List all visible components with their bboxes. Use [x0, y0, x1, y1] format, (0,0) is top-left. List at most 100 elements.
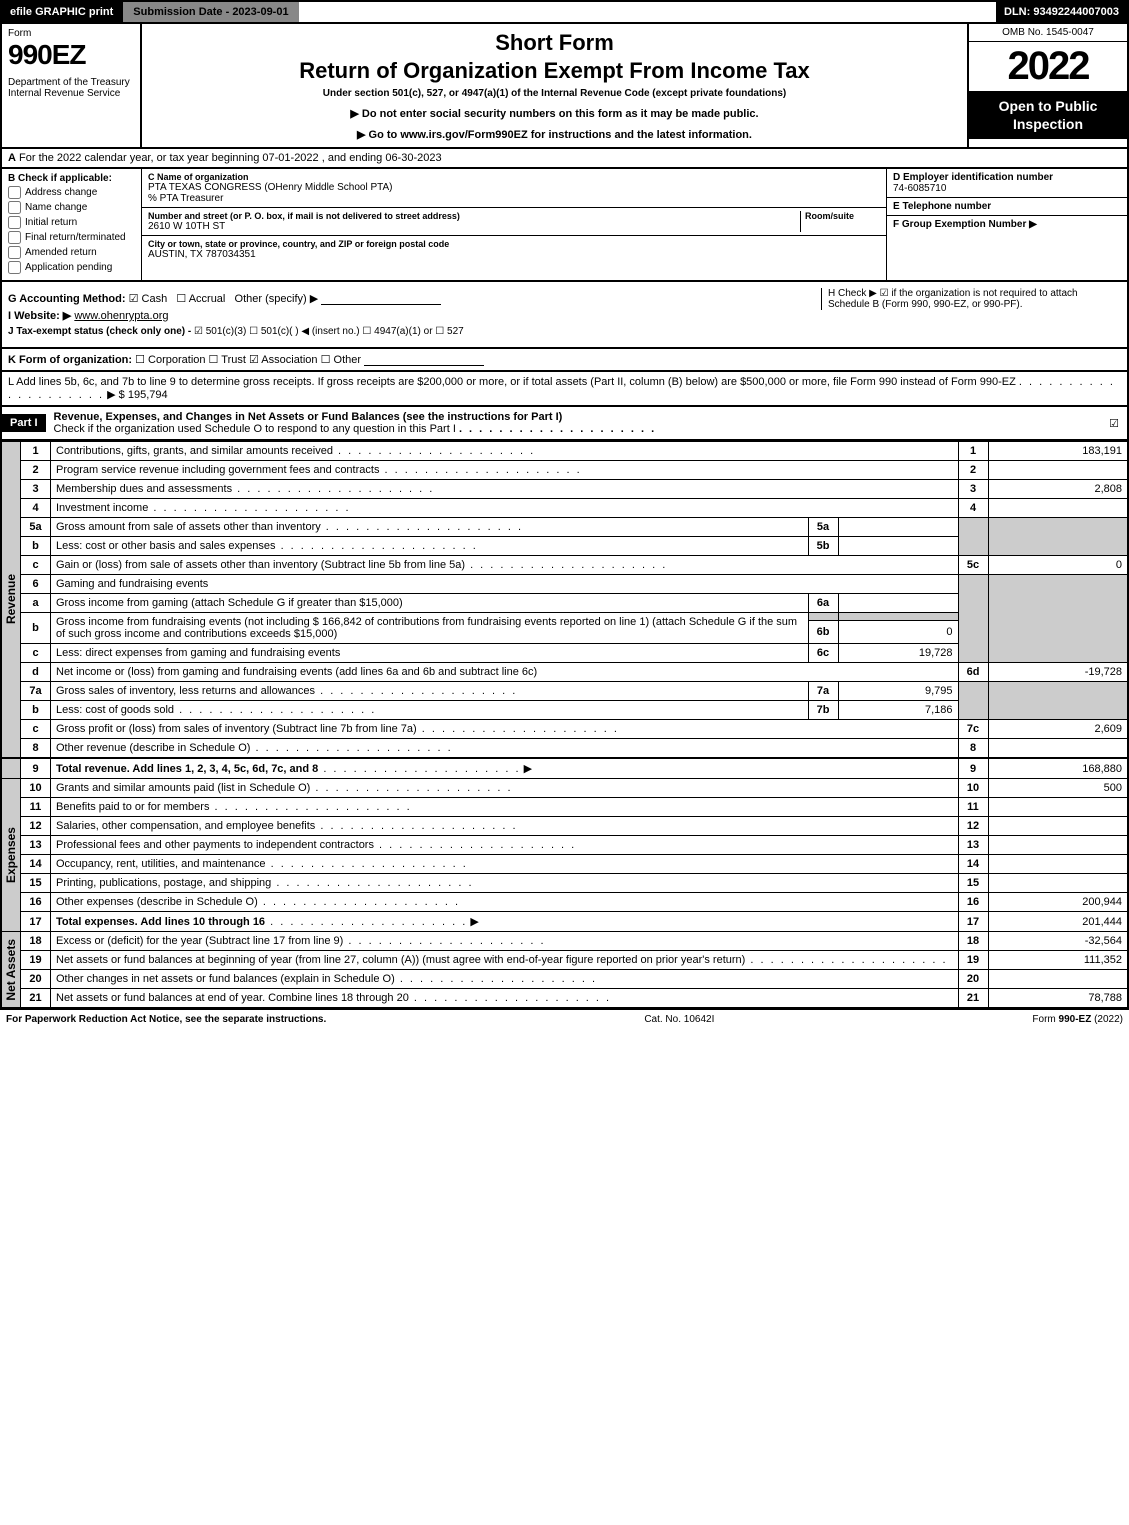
dots: [271, 877, 473, 889]
line-desc: Salaries, other compensation, and employ…: [51, 817, 959, 836]
dots: [409, 992, 611, 1004]
dots: [276, 540, 478, 552]
shaded: [988, 575, 1128, 663]
line-desc: Gross income from gaming (attach Schedul…: [51, 594, 809, 613]
i-label: I Website: ▶: [8, 310, 71, 322]
ein-label: D Employer identification number: [893, 172, 1121, 183]
website-value[interactable]: www.ohenrypta.org: [74, 310, 168, 322]
line-15: 15Printing, publications, postage, and s…: [1, 874, 1128, 893]
line-7a: 7a Gross sales of inventory, less return…: [1, 682, 1128, 701]
dots: [395, 973, 597, 985]
l-text: L Add lines 5b, 6c, and 7b to line 9 to …: [8, 376, 1016, 388]
chk-initial-return[interactable]: Initial return: [8, 216, 135, 229]
line-20: 20Other changes in net assets or fund ba…: [1, 970, 1128, 989]
line-val: 183,191: [988, 442, 1128, 461]
k-other-blank[interactable]: [364, 354, 484, 366]
line-ref: 18: [958, 932, 988, 951]
line-num: 7a: [21, 682, 51, 701]
mid-val: 9,795: [838, 682, 958, 701]
chk-final-return[interactable]: Final return/terminated: [8, 231, 135, 244]
org-name: PTA TEXAS CONGRESS (OHenry Middle School…: [148, 182, 880, 193]
line-ref: 16: [958, 893, 988, 912]
section-def: D Employer identification number 74-6085…: [887, 169, 1127, 280]
header-left: Form 990EZ Department of the Treasury In…: [2, 24, 142, 147]
g-label: G Accounting Method:: [8, 293, 126, 305]
line-19: 19Net assets or fund balances at beginni…: [1, 951, 1128, 970]
header-center: Short Form Return of Organization Exempt…: [142, 24, 967, 147]
k-opts[interactable]: ☐ Corporation ☐ Trust ☑ Association ☐ Ot…: [135, 354, 361, 366]
line-desc: Total expenses. Add lines 10 through 16 …: [51, 912, 959, 932]
g-accrual[interactable]: Accrual: [176, 293, 225, 305]
l-amount-prefix: ▶ $: [107, 389, 125, 401]
line-desc: Program service revenue including govern…: [51, 461, 959, 480]
line-9: 9 Total revenue. Add lines 1, 2, 3, 4, 5…: [1, 758, 1128, 779]
line-ref: 7c: [958, 720, 988, 739]
ein-value: 74-6085710: [893, 183, 1121, 194]
line-desc: Total revenue. Add lines 1, 2, 3, 4, 5c,…: [51, 758, 959, 779]
desc-text: Grants and similar amounts paid (list in…: [56, 782, 310, 794]
line-num: 17: [21, 912, 51, 932]
line-desc: Less: cost or other basis and sales expe…: [51, 537, 809, 556]
dots: [459, 423, 656, 435]
l-amount: 195,794: [128, 389, 168, 401]
efile-label: efile GRAPHIC print: [2, 2, 121, 22]
line-17: 17Total expenses. Add lines 10 through 1…: [1, 912, 1128, 932]
shaded: [988, 682, 1128, 720]
expenses-label-text: Expenses: [2, 823, 20, 887]
chk-name-change[interactable]: Name change: [8, 201, 135, 214]
desc-text: Printing, publications, postage, and shi…: [56, 877, 271, 889]
line-num: 18: [21, 932, 51, 951]
chk-final-return-box[interactable]: [8, 231, 21, 244]
revenue-side-label: Revenue: [1, 442, 21, 759]
chk-amended-return[interactable]: Amended return: [8, 246, 135, 259]
line-desc: Gain or (loss) from sale of assets other…: [51, 556, 959, 575]
mid-num: 6c: [808, 644, 838, 663]
section-h: H Check ▶ ☑ if the organization is not r…: [821, 288, 1121, 310]
mid-val: [838, 518, 958, 537]
desc-text: Benefits paid to or for members: [56, 801, 209, 813]
line-10: Expenses 10 Grants and similar amounts p…: [1, 779, 1128, 798]
chk-application-pending[interactable]: Application pending: [8, 261, 135, 274]
line-ref: 6d: [958, 663, 988, 682]
part1-schedule-o-check[interactable]: ☑: [1109, 417, 1127, 430]
line-desc: Other revenue (describe in Schedule O): [51, 739, 959, 759]
g-cash[interactable]: Cash: [129, 293, 168, 305]
chk-amended-return-box[interactable]: [8, 246, 21, 259]
j-opts[interactable]: ☑ 501(c)(3) ☐ 501(c)( ) ◀ (insert no.) ☐…: [194, 326, 464, 337]
g-other-blank[interactable]: [321, 293, 441, 305]
line-num: 9: [21, 758, 51, 779]
netassets-label-text: Net Assets: [2, 935, 20, 1005]
section-j: J Tax-exempt status (check only one) - ☑…: [8, 326, 1121, 337]
line-ref: 1: [958, 442, 988, 461]
line-8: 8 Other revenue (describe in Schedule O)…: [1, 739, 1128, 759]
line-desc: Net assets or fund balances at end of ye…: [51, 989, 959, 1009]
line-desc: Less: direct expenses from gaming and fu…: [51, 644, 809, 663]
chk-application-pending-box[interactable]: [8, 261, 21, 274]
chk-label: Final return/terminated: [25, 232, 126, 243]
shaded: [958, 575, 988, 663]
g-other[interactable]: Other (specify) ▶: [235, 293, 319, 305]
desc-text: Gain or (loss) from sale of assets other…: [56, 559, 465, 571]
dots: [250, 742, 452, 754]
chk-name-change-box[interactable]: [8, 201, 21, 214]
city-value: AUSTIN, TX 787034351: [148, 249, 880, 260]
line-11: 11Benefits paid to or for members11: [1, 798, 1128, 817]
chk-label: Name change: [25, 202, 87, 213]
line-ref: 14: [958, 855, 988, 874]
line-val: [988, 970, 1128, 989]
line-num: a: [21, 594, 51, 613]
mid-val: 19,728: [838, 644, 958, 663]
line-desc: Contributions, gifts, grants, and simila…: [51, 442, 959, 461]
chk-address-change-box[interactable]: [8, 186, 21, 199]
chk-initial-return-box[interactable]: [8, 216, 21, 229]
page-footer: For Paperwork Reduction Act Notice, see …: [0, 1009, 1129, 1029]
line-ref: 4: [958, 499, 988, 518]
desc-text: Contributions, gifts, grants, and simila…: [56, 445, 333, 457]
chk-address-change[interactable]: Address change: [8, 186, 135, 199]
form-header: Form 990EZ Department of the Treasury In…: [0, 24, 1129, 149]
mid-num: 5a: [808, 518, 838, 537]
city-block: City or town, state or province, country…: [142, 236, 886, 263]
line-desc: Gaming and fundraising events: [51, 575, 959, 594]
chk-label: Amended return: [25, 247, 97, 258]
street-block: Number and street (or P. O. box, if mail…: [142, 208, 886, 236]
